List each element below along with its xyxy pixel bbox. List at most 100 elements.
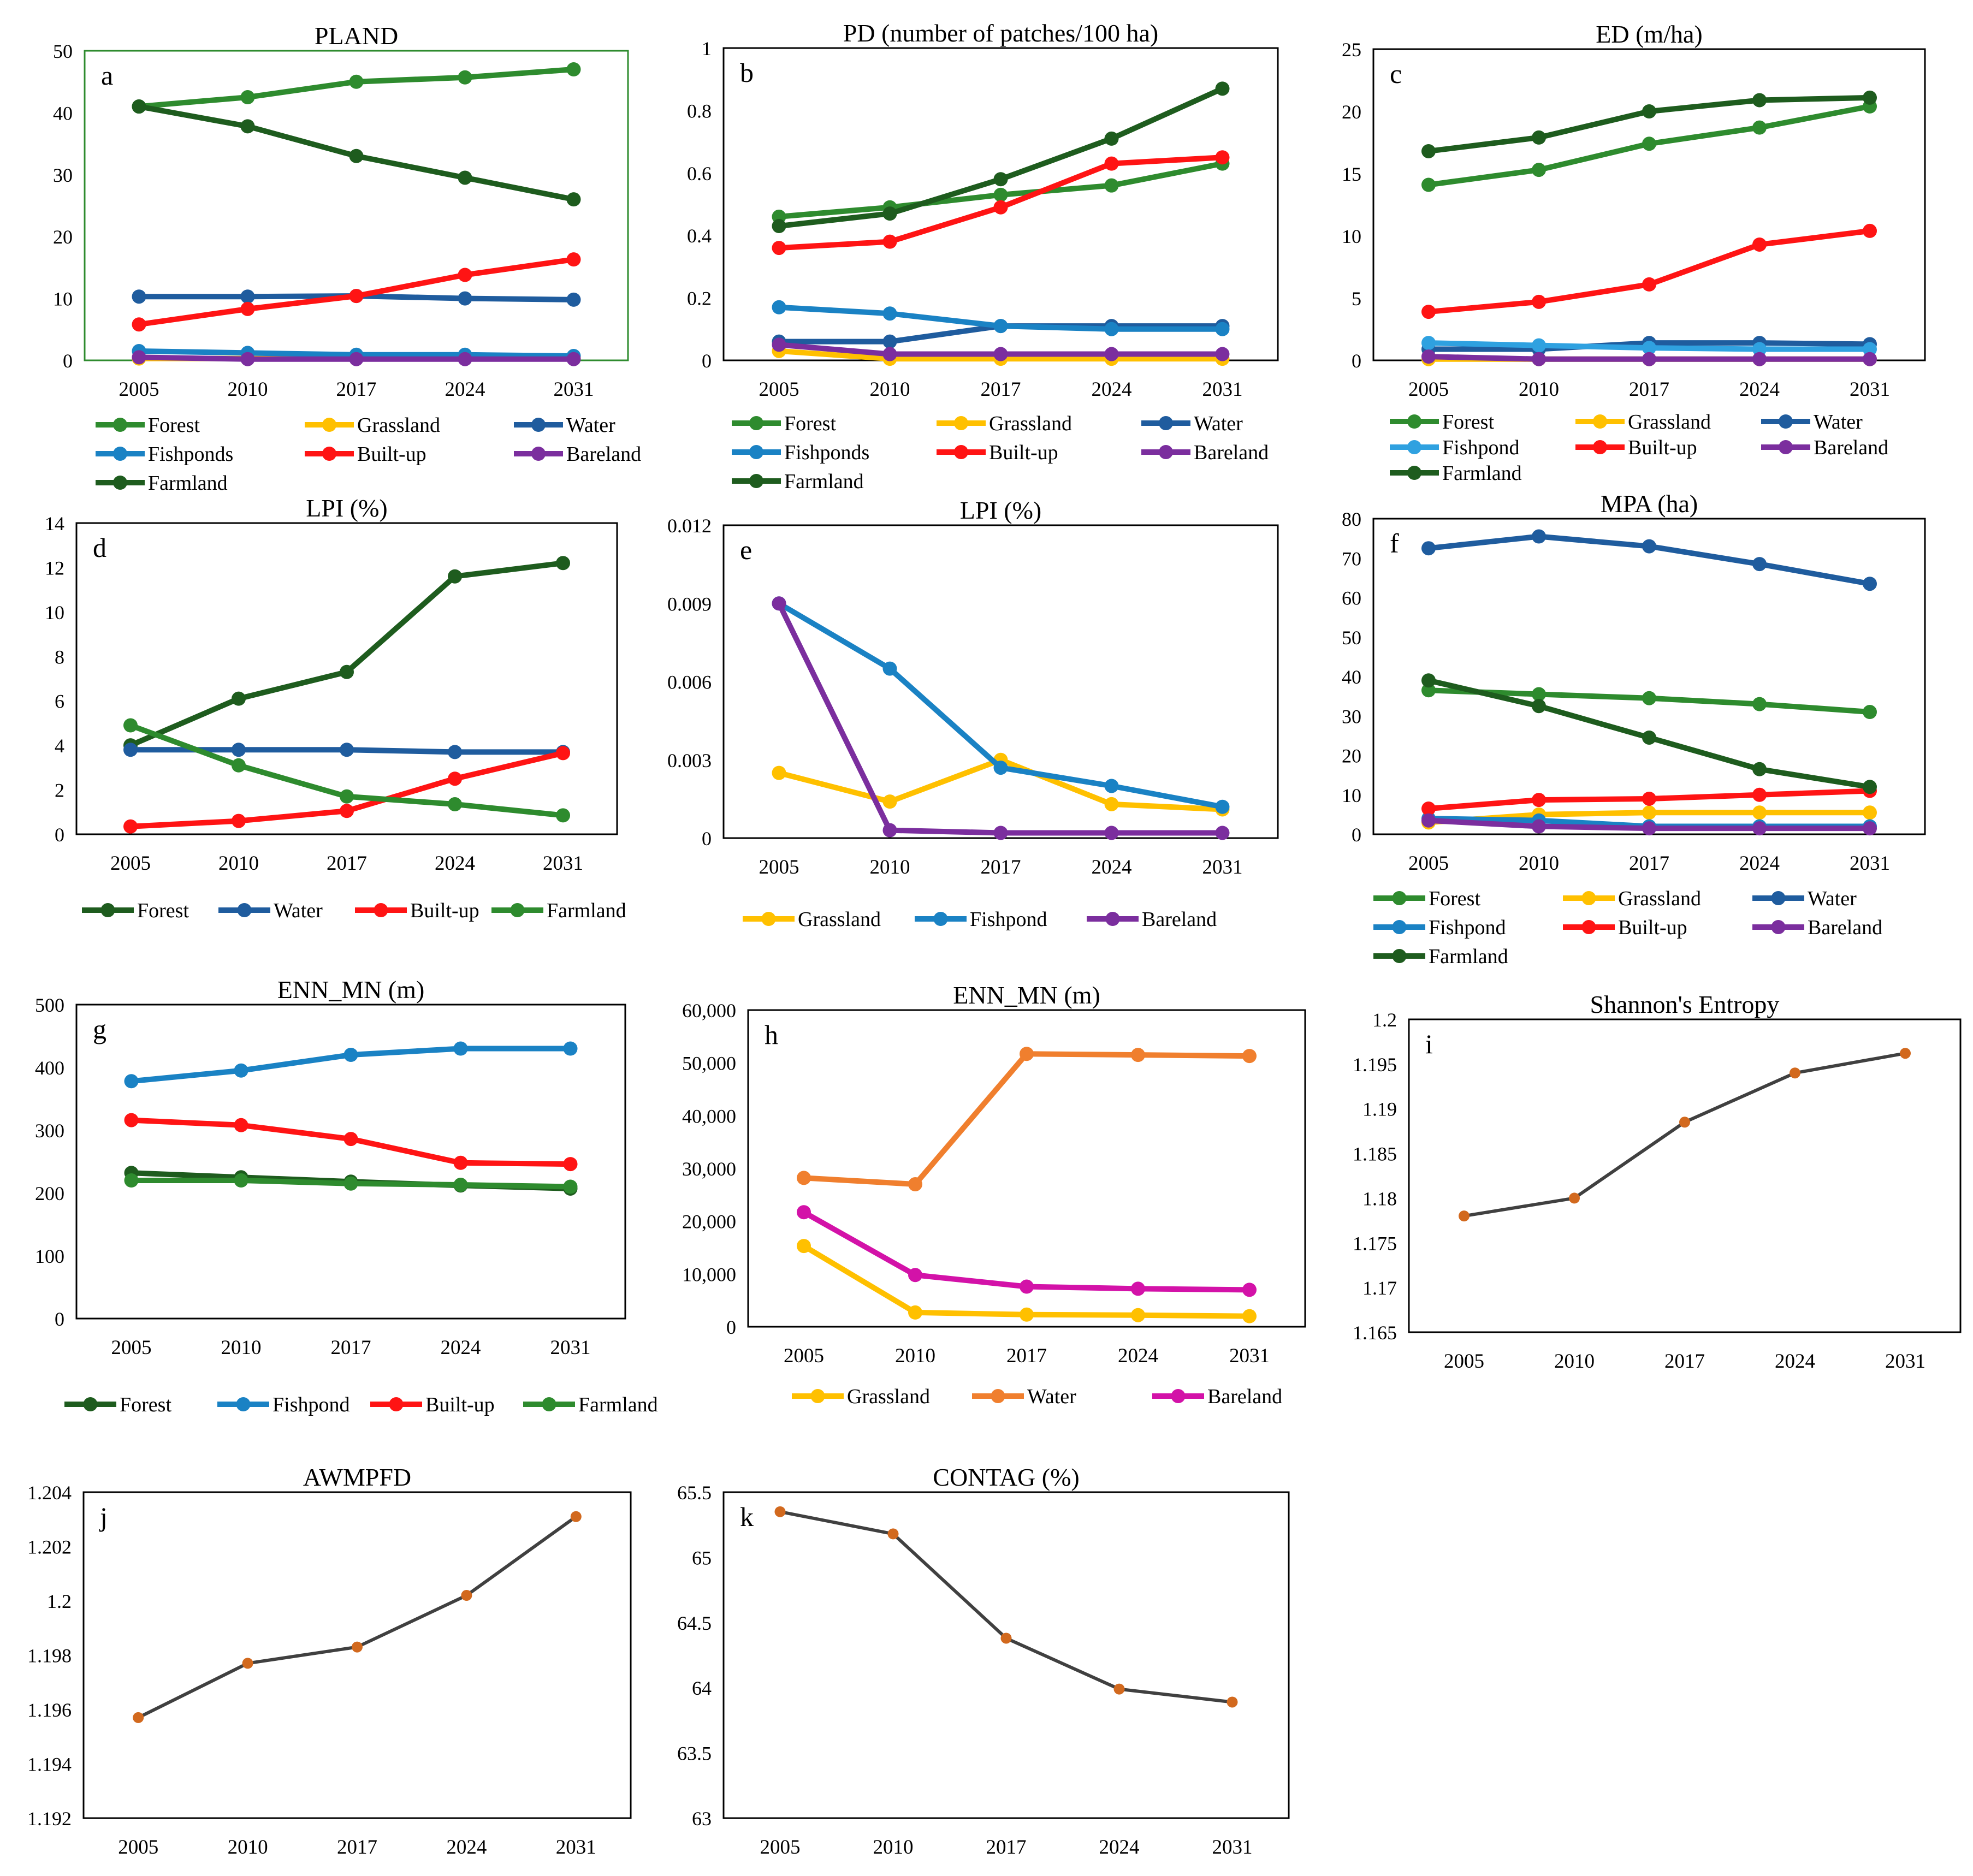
x-tick-label: 2017 [337,1836,377,1859]
data-point-built-up [993,200,1008,215]
data-point-fishponds [1104,322,1119,336]
y-tick-label: 1.165 [1353,1322,1397,1344]
y-tick-label: 63.5 [677,1743,712,1765]
data-point-bareland [1752,352,1767,366]
legend-swatch-marker [113,476,127,490]
y-tick-label: 0 [55,824,64,846]
chart-title: Shannon's Entropy [1590,990,1780,1018]
data-point-grassland [1020,1307,1034,1322]
chart-legend: Forest Grassland Water Fishponds Built-up Bar… [732,412,1269,493]
data-point-farmland [343,1176,358,1191]
data-point-bareland [1104,347,1119,361]
x-tick-label: 2031 [1850,852,1890,875]
legend-label: Fishponds [148,443,233,466]
data-point-bareland [1020,1279,1034,1294]
data-point-farmland [1104,131,1119,146]
data-point-farmland [234,1173,248,1188]
data-point-built-up [349,289,364,304]
data-point-forest [993,187,1008,202]
legend-item-bareland: Bareland [1141,441,1269,464]
data-point-built-up [1642,791,1656,806]
x-tick-label: 2005 [110,852,151,875]
x-tick-label: 2017 [327,852,367,875]
y-tick-label: 2 [55,780,64,802]
series-line-awmpfd [137,1515,578,1719]
data-point-farmland [556,808,570,823]
series-line-forest [128,560,566,749]
y-tick-label: 1.19 [1362,1099,1397,1120]
chart-panel-h: ENN_MN (m) h 0 10,000 20,000 30,000 40,000 50,0… [682,981,1306,1408]
chart-title: LPI (%) [306,494,387,522]
data-point-awmpfd [461,1590,472,1601]
legend-swatch-marker [1581,920,1596,934]
y-tick-label: 1.18 [1362,1188,1397,1209]
chart-title: CONTAG (%) [933,1463,1079,1491]
legend-label: Built-up [357,443,426,466]
data-point-grassland [1242,1309,1257,1323]
legend-item-water: Water [1761,411,1863,434]
y-tick-label: 30 [1342,705,1361,727]
legend-label: Forest [120,1393,171,1416]
legend-item-water: Water [218,899,323,922]
x-tick-label: 2005 [119,378,159,401]
y-tick-label: 40,000 [682,1105,736,1127]
x-tick-label: 2024 [1118,1345,1158,1367]
data-point-water [1752,557,1767,572]
legend-item-grassland: Grassland [743,908,881,931]
x-tick-label: 2031 [1202,856,1243,878]
x-tick-label: 2010 [218,852,259,875]
x-tick-label: 2024 [1099,1836,1140,1859]
legend-swatch-marker [542,1397,556,1411]
y-tick-label: 4 [55,735,64,757]
data-point-contag [1000,1632,1012,1644]
data-point-farmland [124,1173,139,1188]
data-point-forest [1421,177,1436,192]
y-tick-label: 0.6 [687,163,712,185]
data-point-bareland [1421,349,1436,364]
legend-label: Bareland [1194,441,1269,464]
data-point-grassland [908,1305,922,1320]
x-tick-label: 2010 [873,1836,914,1859]
panel-letter: d [93,532,106,563]
legend-swatch-marker [810,1389,825,1403]
x-tick-label: 2017 [986,1836,1027,1859]
chart-panel-e: LPI (%) e 0 0.003 0.006 0.009 0.012 2005 2010 201… [667,496,1279,931]
data-point-farmland [1642,730,1656,745]
y-tick-label: 10 [1342,225,1361,247]
legend-swatch-marker [510,903,525,917]
plot-frame [1408,1018,1962,1333]
y-tick-label: 0.8 [687,100,712,122]
legend-label: Bareland [1207,1385,1282,1408]
x-tick-label: 2017 [981,856,1021,878]
data-point-built-up [1421,305,1436,319]
legend-item-built-up: Built-up [937,441,1058,464]
data-point-contag [774,1506,786,1517]
x-tick-label: 2031 [550,1337,591,1359]
legend-label: Built-up [410,899,479,922]
y-tick-label: 60 [1342,587,1361,609]
x-tick-label: 2024 [1739,378,1780,401]
data-point-water [882,334,897,349]
x-tick-label: 2031 [554,378,594,401]
data-point-water [1421,541,1436,556]
data-point-bareland [1863,352,1877,366]
legend-swatch-marker [531,447,546,461]
chart-panel-b: PD (number of patches/100 ha) b 0 0.2 0.4 0.6… [687,19,1279,493]
data-point-water [797,1171,811,1185]
legend-item-farmland: Farmland [491,899,626,922]
legend-item-forest: Forest [82,899,189,922]
legend-item-fishpond: Fishpond [915,908,1047,931]
data-point-forest [1532,163,1546,177]
legend-swatch-marker [1581,891,1596,905]
data-point-built-up [232,814,246,828]
data-point-built-up [453,1155,468,1170]
legend-swatch-marker [1779,440,1793,454]
x-tick-label: 2005 [759,856,799,878]
x-tick-label: 2024 [1092,856,1132,878]
legend-item-fishponds: Fishponds [732,441,869,464]
y-tick-label: 1 [702,38,712,60]
data-point-shannon-s-entropy [1900,1048,1911,1059]
legend-label: Farmland [784,470,864,493]
y-tick-label: 100 [35,1245,64,1267]
y-tick-label: 63 [692,1808,712,1830]
